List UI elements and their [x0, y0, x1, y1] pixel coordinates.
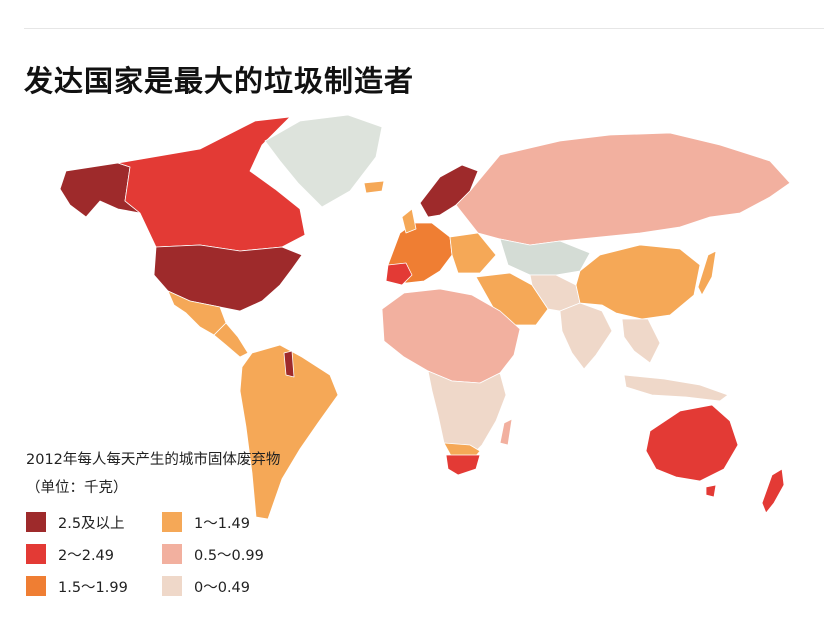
region-australia — [645, 404, 739, 482]
legend-grid: 2.5及以上 1～1.49 2～2.49 0.5～0.99 1.5～1.99 0… — [26, 510, 326, 598]
region-central-africa — [427, 370, 507, 462]
legend-label: 0～0.49 — [194, 579, 251, 596]
legend-swatch — [26, 544, 46, 564]
region-south-africa — [445, 454, 481, 476]
legend-swatch — [26, 576, 46, 596]
legend-swatch — [162, 512, 182, 532]
region-madagascar — [499, 418, 513, 446]
region-indonesia — [623, 374, 729, 402]
region-tasmania — [705, 484, 717, 498]
legend-label: 2～2.49 — [58, 547, 115, 564]
legend-label: 1～1.49 — [194, 515, 251, 532]
legend-item: 0.5～0.99 — [162, 542, 302, 566]
region-guyana — [283, 350, 295, 378]
region-south-america — [239, 344, 339, 520]
region-north-africa — [381, 288, 521, 384]
region-central-america — [213, 322, 249, 358]
region-iceland — [363, 180, 385, 194]
region-japan — [697, 250, 717, 296]
legend-swatch — [162, 576, 182, 596]
legend-label: 2.5及以上 — [58, 515, 125, 532]
page-title: 发达国家是最大的垃圾制造者 — [24, 64, 415, 98]
legend-item: 0～0.49 — [162, 574, 302, 598]
legend-swatch — [162, 544, 182, 564]
legend-item: 1～1.49 — [162, 510, 302, 534]
region-russia — [455, 132, 791, 246]
legend-swatch — [26, 512, 46, 532]
region-southeast-asia — [621, 318, 661, 364]
region-greenland — [264, 114, 383, 208]
region-uk — [401, 208, 417, 234]
legend-title: 2012年每人每天产生的城市固体废弃物（单位：千克） — [26, 452, 281, 496]
region-iberia — [385, 262, 413, 286]
legend-item: 2.5及以上 — [26, 510, 162, 534]
legend-item: 2～2.49 — [26, 542, 162, 566]
legend-item: 1.5～1.99 — [26, 574, 162, 598]
top-rule — [24, 28, 824, 29]
region-central-asia — [499, 238, 591, 276]
legend: 2012年每人每天产生的城市固体废弃物（单位：千克） 2.5及以上 1～1.49… — [26, 446, 326, 598]
world-choropleth-map — [59, 114, 791, 520]
region-new-zealand — [761, 468, 785, 514]
region-eastern-europe — [449, 232, 497, 274]
legend-label: 0.5～0.99 — [194, 547, 264, 564]
region-china — [575, 244, 701, 320]
region-south-asia — [559, 302, 613, 370]
region-canada — [117, 116, 306, 252]
legend-label: 1.5～1.99 — [58, 579, 128, 596]
